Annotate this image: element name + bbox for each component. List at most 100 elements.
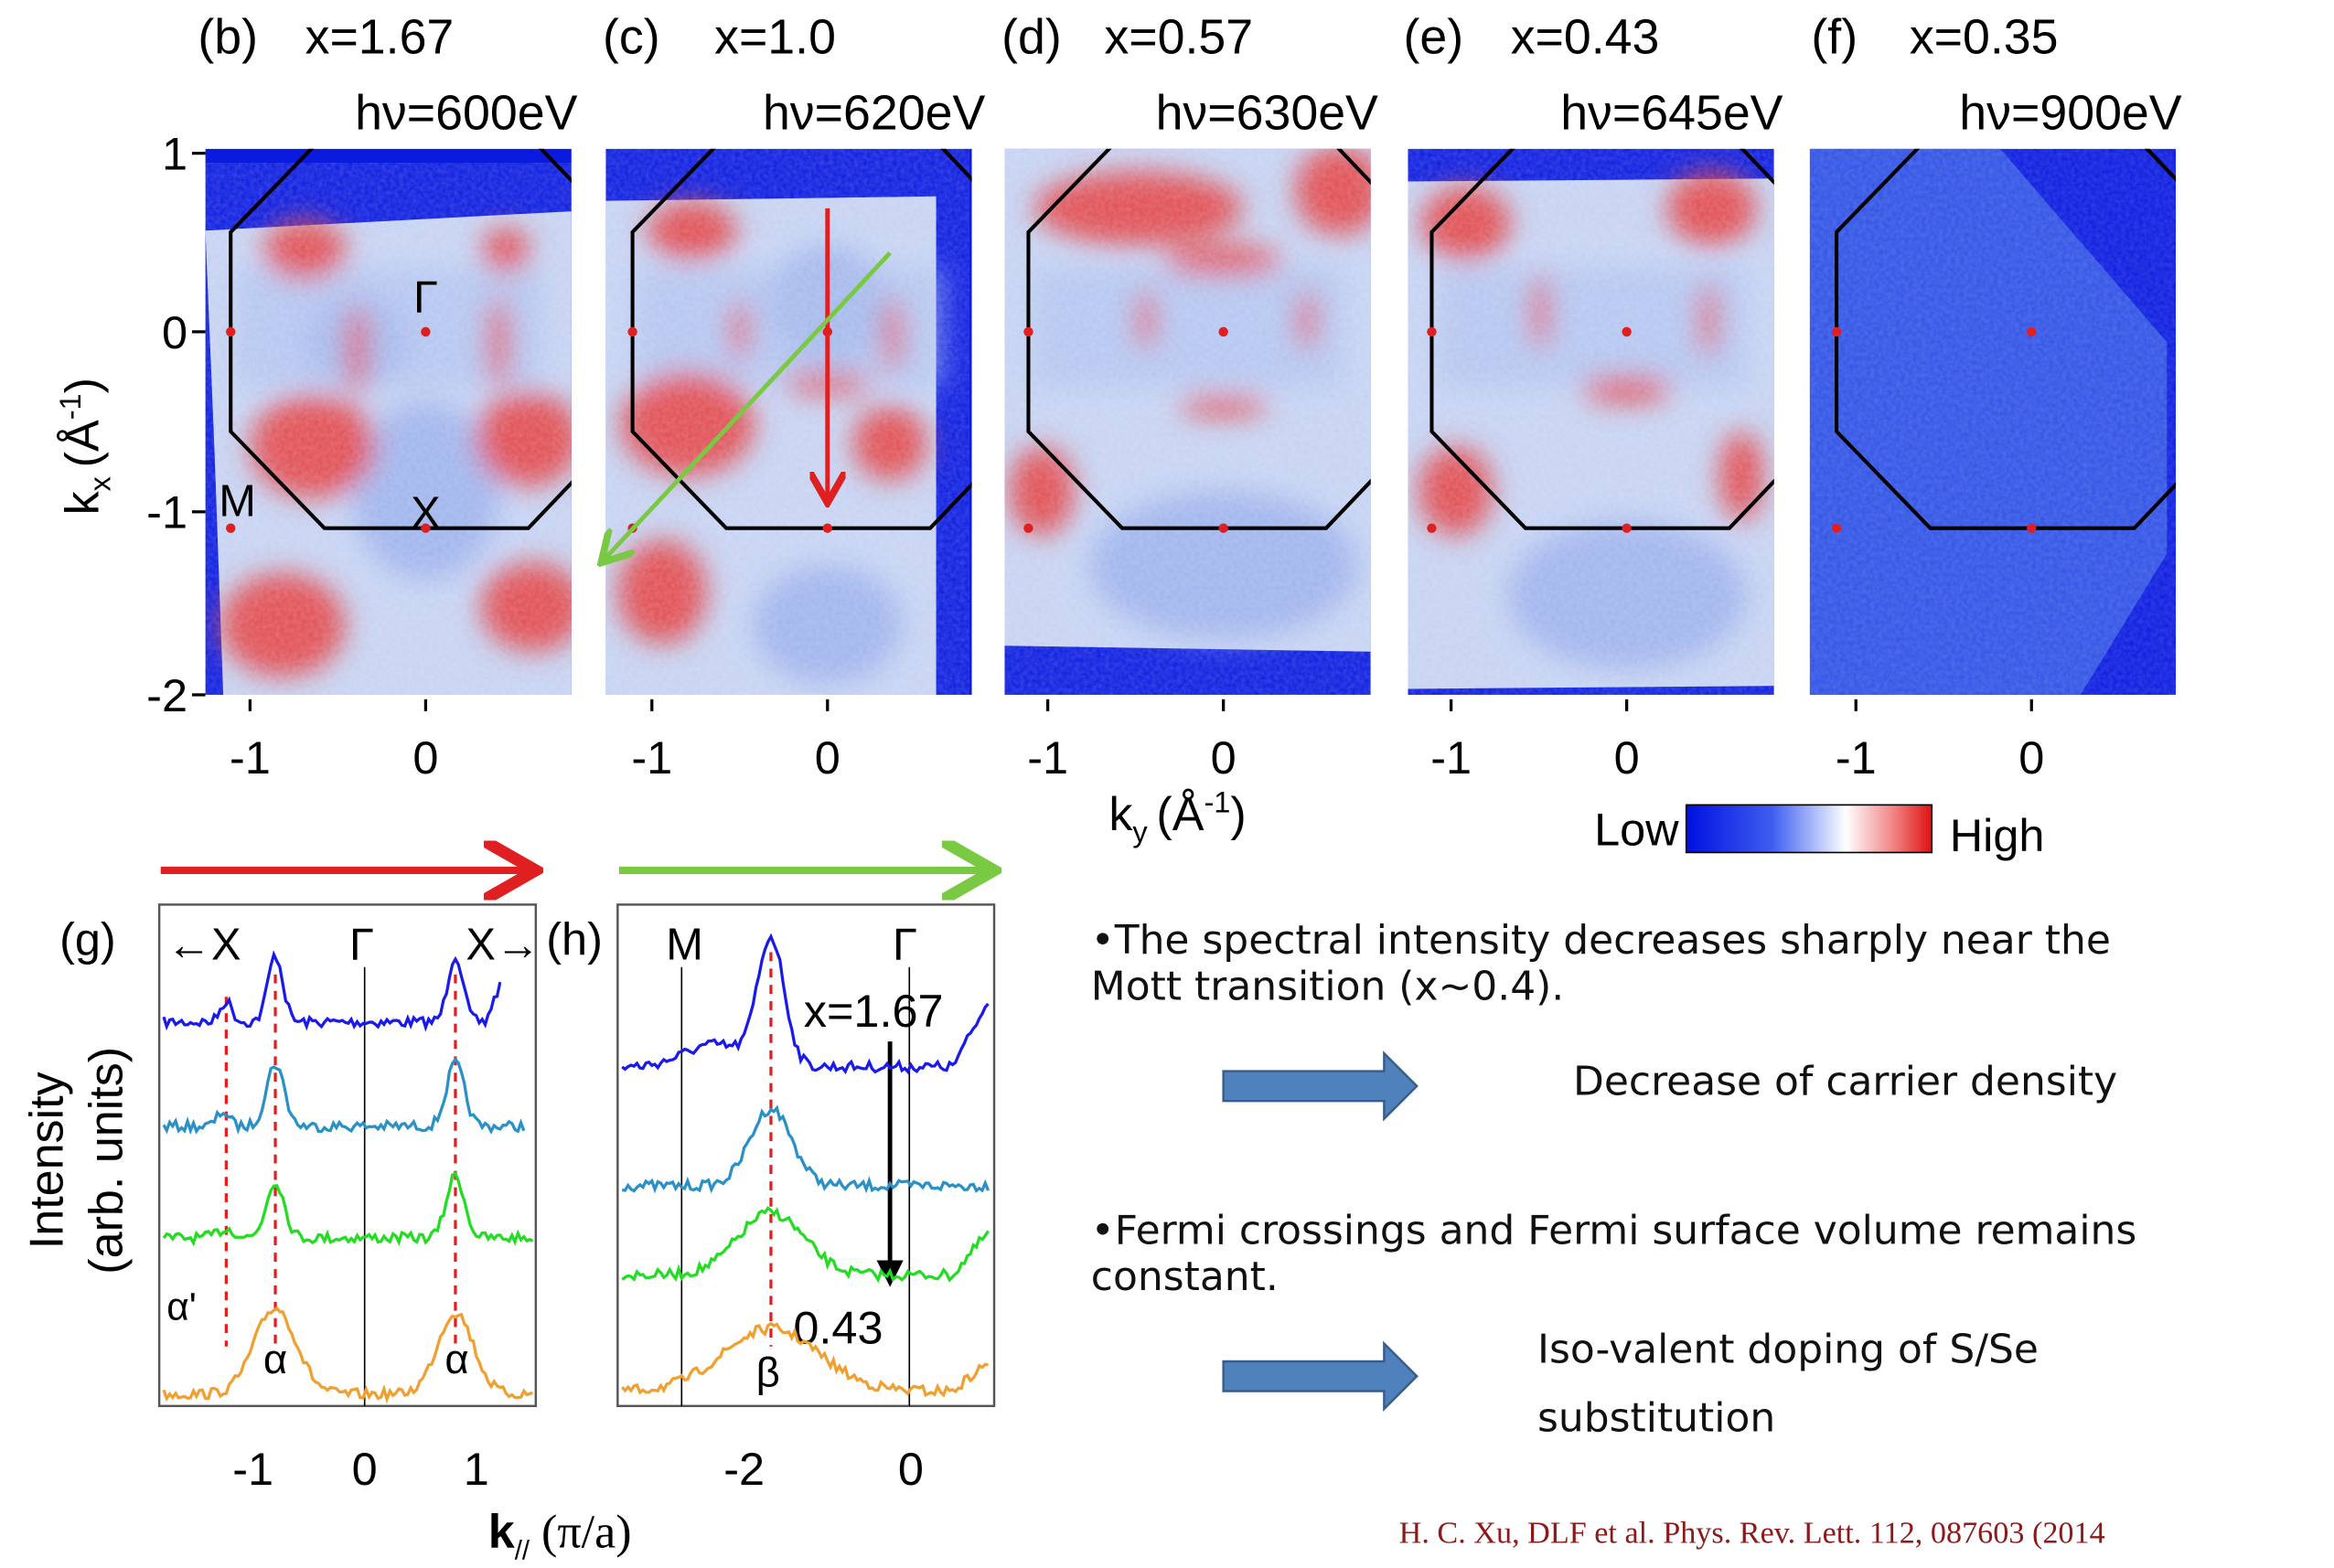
fermi-maps [205, 148, 2177, 695]
high-symmetry-point [627, 326, 637, 337]
panel-label: (b) [198, 10, 258, 65]
panel-label: (h) [546, 913, 603, 965]
conclusion: Iso-valent doping of S/Se substitution [1537, 1317, 2039, 1454]
ky-axis-label: kx (Å-1) [54, 378, 117, 515]
high-symmetry-point [1831, 326, 1842, 337]
unit: ) [1230, 788, 1246, 841]
note-line: Mott transition (x~0.4). [1090, 964, 1565, 1010]
spectrum [621, 1104, 990, 1194]
panel-label: (g) [59, 913, 116, 965]
point-label: X [411, 489, 441, 539]
spectrum [162, 950, 502, 1032]
spectrum [620, 1321, 989, 1398]
colorbar-low: Low [1594, 803, 1679, 855]
doping-label: x=0.35 [1910, 10, 2059, 65]
x-tick-label: -1 [1836, 731, 1877, 784]
x-tick-label: -1 [232, 1443, 273, 1495]
peak-label: α [263, 1336, 287, 1382]
x-tick-label: 0 [1211, 731, 1237, 784]
implication-arrow [1222, 1051, 1419, 1122]
spectra: (g) ←X Γ X→ α' α α (h) M Γ x=1.67 0.43 β… [20, 903, 996, 1565]
photon-label: hν=600eV [355, 86, 577, 141]
colorbar [1685, 804, 1933, 854]
y-tick-label: 0 [162, 306, 187, 358]
conclusion-line: substitution [1537, 1395, 1776, 1442]
high-symmetry-point [1427, 326, 1437, 337]
spectrum [162, 1171, 534, 1247]
y-tick-label: -1 [146, 486, 187, 539]
high-symmetry-point [1622, 326, 1632, 337]
superscript: -1 [1204, 786, 1230, 819]
k-label: X→ [466, 921, 540, 970]
high-symmetry-point [1218, 523, 1228, 533]
photon-label: hν=900eV [1959, 86, 2181, 141]
high-symmetry-point [1831, 523, 1842, 533]
unit: (Å [56, 420, 109, 467]
symbol: k [56, 490, 109, 515]
note-line: •The spectral intensity decreases sharpl… [1090, 918, 2111, 965]
colorbar-high: High [1950, 809, 2045, 861]
conclusion: Decrease of carrier density [1573, 1060, 2117, 1105]
spectrum [162, 1057, 526, 1136]
panel-label: (d) [1001, 10, 1062, 65]
x-tick-label: 1 [464, 1443, 489, 1495]
superscript: -1 [54, 393, 87, 420]
k-label: ←X [166, 921, 241, 970]
x-tick-label: 0 [1614, 731, 1640, 784]
spectrum [621, 933, 990, 1075]
photon-label: hν=620eV [763, 86, 985, 141]
fermi-map [1809, 148, 2177, 695]
texture [1004, 148, 1371, 652]
point-label: M [219, 477, 256, 527]
note-line: •Fermi crossings and Fermi surface volum… [1090, 1208, 2137, 1254]
note-line: constant. [1090, 1253, 1279, 1301]
x-tick-label: -1 [1027, 731, 1068, 784]
conclusion-line: Iso-valent doping of S/Se [1537, 1327, 2039, 1373]
plot-frame [157, 903, 538, 1408]
fermi-map [205, 148, 572, 695]
note: •The spectral intensity decreases sharpl… [1091, 918, 2111, 1010]
k-label: M [666, 921, 703, 970]
peak-label: α' [166, 1285, 197, 1328]
high-symmetry-point [226, 326, 236, 337]
x-tick-label: 0 [898, 1443, 924, 1495]
photon-label: hν=630eV [1156, 86, 1378, 141]
subscript: // [515, 1535, 530, 1561]
peak-label: β [756, 1349, 780, 1396]
high-symmetry-point [822, 523, 832, 533]
x-tick-label: 0 [815, 731, 840, 784]
symbol: k [488, 1505, 515, 1558]
brillouin-zone [630, 148, 972, 530]
unit: (Å [1156, 788, 1204, 841]
doping-end: 0.43 [793, 1301, 883, 1353]
symbol: k [1108, 788, 1133, 841]
cut-green [605, 251, 892, 560]
panel-label: (c) [603, 10, 660, 65]
subscript: y [1132, 816, 1148, 848]
doping-label: x=1.0 [714, 10, 836, 65]
citation: H. C. Xu, DLF et al. Phys. Rev. Lett. 11… [1398, 1514, 2105, 1551]
y-tick-label: -2 [146, 669, 187, 721]
y-axis-label: Intensity [20, 1072, 73, 1249]
brillouin-zone [1835, 148, 2177, 530]
high-symmetry-point [1218, 326, 1228, 337]
implication-arrow [1222, 1340, 1419, 1412]
y-axis-label: (arb. units) [80, 1047, 133, 1275]
high-symmetry-point [421, 326, 431, 337]
doping-label: x=0.43 [1511, 10, 1660, 65]
k-label: Γ [893, 921, 917, 970]
fermi-map [1004, 148, 1371, 695]
point-label: Γ [413, 273, 438, 323]
brillouin-zone [229, 148, 572, 530]
conclusion-line: Decrease of carrier density [1573, 1059, 2118, 1106]
texture [205, 211, 572, 695]
high-symmetry-point [226, 523, 236, 533]
doping-label: x=1.67 [305, 10, 455, 65]
photon-label: hν=645eV [1560, 86, 1783, 141]
texture [1809, 148, 2168, 695]
fermi-map [605, 148, 972, 695]
high-symmetry-point [421, 523, 431, 533]
note: •Fermi crossings and Fermi surface volum… [1091, 1208, 2136, 1300]
